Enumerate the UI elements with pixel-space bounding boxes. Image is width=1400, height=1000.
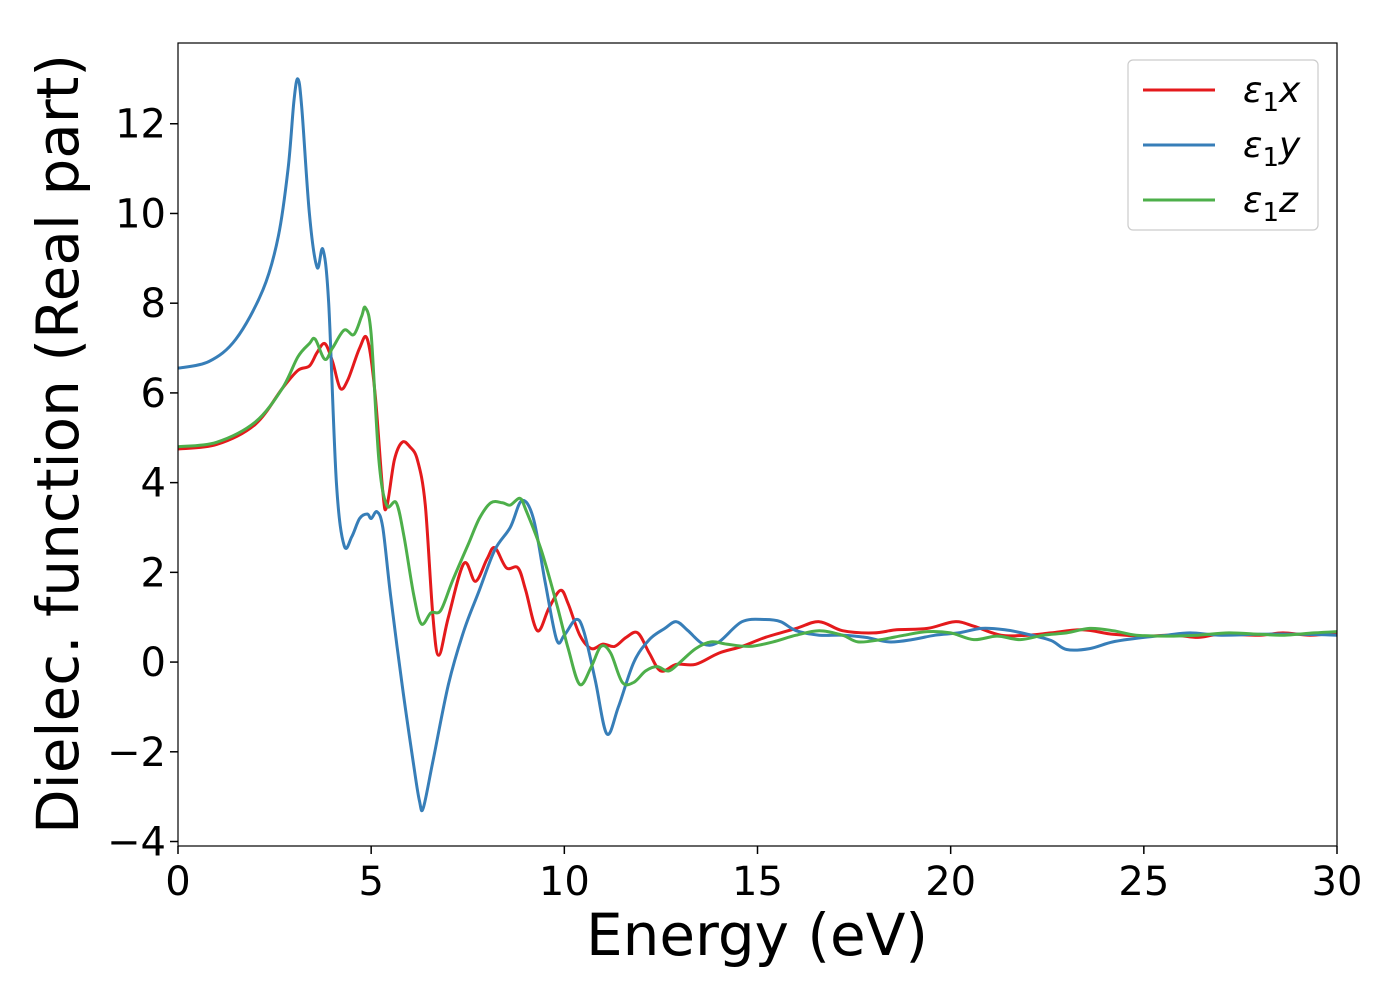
series-line-y [178,77,1337,813]
legend-items: ε1x ε1y ε1z [1143,70,1301,228]
x-axis-label: Energy (eV) [586,901,928,969]
x-tick-label: 5 [358,859,383,905]
legend-label-z: ε1z [1243,180,1299,228]
y-tick-label: 4 [141,461,166,507]
y-tick-label: 8 [141,281,166,327]
y-tick-label: −4 [107,820,166,866]
y-axis-label: Dielec. function (Real part) [24,54,92,834]
y-tick-label: 6 [141,371,166,417]
series-line-z [178,305,1337,687]
x-tick-label: 0 [165,859,190,905]
y-tick-label: 2 [141,550,166,596]
legend-label-y: ε1y [1243,125,1301,173]
x-tick-label: 30 [1312,859,1363,905]
x-tick-label: 10 [539,859,590,905]
legend: ε1x ε1y ε1z [1127,59,1319,231]
y-tick-label: −2 [107,730,166,776]
y-tick-label: 12 [115,102,166,148]
ticks-layer: 0 5 10 15 20 25 30 −4 −2 0 2 4 6 8 10 12 [107,102,1362,905]
legend-box [1127,59,1319,231]
y-tick-label: 10 [115,191,166,237]
series-line-x [178,334,1337,673]
x-tick-label: 25 [1118,859,1169,905]
x-tick-label: 15 [732,859,783,905]
x-tick-label: 20 [925,859,976,905]
legend-label-x: ε1x [1243,70,1301,118]
y-tick-label: 0 [141,640,166,686]
series-layer [178,77,1337,813]
